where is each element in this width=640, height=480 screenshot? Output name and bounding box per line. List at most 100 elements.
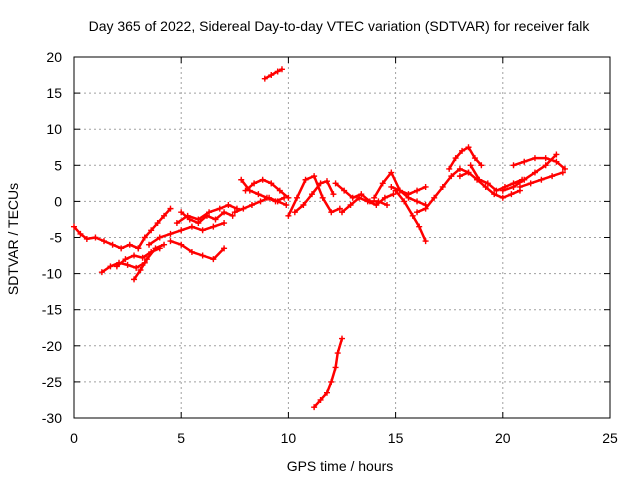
x-axis-label: GPS time / hours — [287, 458, 394, 474]
data-point — [471, 155, 478, 162]
data-point — [240, 205, 247, 212]
series-arc-9 — [178, 209, 236, 227]
series-arc-16 — [339, 191, 397, 216]
series-arc-28 — [311, 335, 345, 411]
grid — [74, 57, 610, 418]
data-point — [388, 183, 395, 190]
series-arc-12 — [242, 176, 292, 201]
data-point — [266, 194, 273, 201]
data-point — [388, 169, 395, 176]
data-point — [416, 223, 423, 230]
data-point — [553, 151, 560, 158]
y-tick-label: -5 — [50, 230, 63, 246]
data-point — [456, 173, 463, 180]
data-point — [465, 169, 472, 176]
data-point — [448, 173, 455, 180]
data-point — [330, 191, 337, 198]
data-point — [381, 194, 388, 201]
data-point — [328, 209, 335, 216]
data-point — [510, 162, 517, 169]
data-point — [414, 209, 421, 216]
series-line — [263, 68, 284, 80]
data-point — [283, 202, 290, 209]
data-point — [328, 378, 335, 385]
y-tick-label: -10 — [42, 266, 62, 282]
data-point — [278, 66, 285, 73]
series-arc-24 — [499, 151, 560, 194]
data-point — [122, 256, 129, 263]
chart-title: Day 365 of 2022, Sidereal Day-to-day VTE… — [89, 18, 591, 34]
series-arc-14 — [291, 178, 337, 216]
y-tick-label: 0 — [54, 193, 62, 209]
data-point — [203, 212, 210, 219]
data-point — [291, 209, 298, 216]
data-point — [225, 202, 232, 209]
data-point — [373, 202, 380, 209]
y-tick-label: 10 — [46, 121, 62, 137]
data-point — [167, 238, 174, 245]
x-tick-label: 20 — [495, 430, 511, 446]
data-point — [499, 187, 506, 194]
data-point — [302, 176, 309, 183]
data-point — [516, 183, 523, 190]
data-point — [452, 155, 459, 162]
data-point — [467, 162, 474, 169]
series-line — [293, 179, 335, 214]
data-point — [339, 335, 345, 342]
data-point — [323, 389, 330, 396]
data-point — [148, 227, 155, 234]
data-point — [206, 209, 213, 216]
data-point — [221, 245, 228, 252]
data-point — [549, 173, 556, 180]
data-point — [561, 165, 568, 172]
data-point — [459, 147, 466, 154]
data-point — [422, 205, 429, 212]
data-point — [339, 209, 345, 216]
data-point — [135, 245, 142, 252]
data-point — [308, 191, 315, 198]
series-arc-20 — [414, 165, 472, 216]
y-tick-label: -30 — [42, 410, 62, 426]
axis-ticks — [73, 56, 611, 419]
data-point — [317, 180, 324, 187]
data-point — [186, 216, 193, 223]
data-point — [210, 256, 217, 263]
data-point — [156, 234, 163, 241]
data-series — [71, 66, 568, 411]
data-point — [113, 263, 120, 270]
data-point — [499, 194, 506, 201]
y-tick-label: -15 — [42, 302, 62, 318]
data-point — [199, 252, 206, 259]
data-point — [173, 220, 180, 227]
data-point — [274, 68, 281, 75]
data-point — [276, 187, 283, 194]
data-point — [531, 169, 538, 176]
data-point — [482, 183, 489, 190]
data-point — [212, 216, 219, 223]
data-point — [405, 191, 412, 198]
series-line — [312, 337, 344, 409]
series-arc-13 — [285, 173, 343, 219]
data-point — [542, 162, 549, 169]
data-point — [131, 276, 138, 283]
series-arc-4 — [131, 241, 168, 283]
data-point — [257, 198, 264, 205]
series-arc-25 — [510, 155, 568, 172]
data-point — [101, 238, 108, 245]
data-point — [285, 194, 292, 201]
data-point — [431, 194, 438, 201]
data-point — [167, 230, 174, 237]
y-tick-label: 20 — [46, 49, 62, 65]
series-line — [244, 178, 290, 200]
series-line — [447, 146, 483, 171]
data-point — [107, 263, 114, 270]
data-point — [476, 176, 483, 183]
data-point — [349, 194, 356, 201]
data-point — [493, 187, 500, 194]
data-point — [332, 364, 339, 371]
data-point — [152, 245, 159, 252]
data-point — [118, 245, 125, 252]
data-point — [347, 202, 354, 209]
data-point — [456, 165, 463, 172]
data-point — [358, 191, 365, 198]
